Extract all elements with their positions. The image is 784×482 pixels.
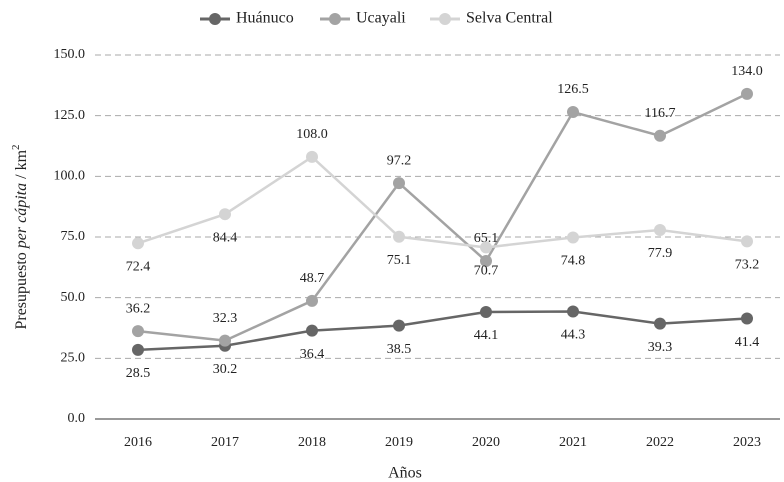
- data-label: 70.7: [474, 264, 499, 279]
- data-label: 39.3: [648, 340, 673, 355]
- data-point: [393, 177, 405, 190]
- data-label: 65.1: [474, 231, 499, 246]
- data-point: [393, 319, 405, 332]
- data-point: [132, 325, 144, 338]
- data-label: 38.5: [387, 342, 412, 357]
- data-point: [306, 150, 318, 163]
- legend-label: Selva Central: [466, 10, 553, 27]
- data-point: [306, 294, 318, 307]
- y-tick-label: 0.0: [68, 411, 86, 426]
- data-point: [741, 235, 753, 248]
- data-label: 84.4: [213, 230, 238, 245]
- data-point: [219, 208, 231, 221]
- data-point: [654, 223, 666, 236]
- x-tick-label: 2022: [646, 435, 674, 450]
- data-label: 36.4: [300, 347, 325, 362]
- data-label: 97.2: [387, 153, 412, 168]
- y-tick-label: 75.0: [61, 229, 86, 244]
- data-point: [654, 317, 666, 330]
- data-point: [567, 106, 579, 119]
- legend-marker: [209, 13, 221, 25]
- x-tick-label: 2018: [298, 435, 326, 450]
- data-point: [480, 255, 492, 268]
- data-label: 28.5: [126, 366, 151, 381]
- data-label: 44.3: [561, 328, 586, 343]
- y-tick-label: 100.0: [54, 169, 86, 184]
- data-label: 77.9: [648, 246, 673, 261]
- data-label: 48.7: [300, 271, 325, 286]
- y-tick-label: 25.0: [61, 351, 86, 366]
- x-axis-label: Años: [388, 465, 422, 482]
- series-line: [137, 155, 748, 249]
- data-label: 30.2: [213, 362, 238, 377]
- data-point: [741, 87, 753, 100]
- series-line: [137, 92, 748, 342]
- data-label: 75.1: [387, 253, 412, 268]
- data-label: 41.4: [735, 335, 760, 350]
- y-tick-label: 150.0: [54, 47, 86, 62]
- x-tick-label: 2021: [559, 435, 587, 450]
- x-tick-label: 2017: [211, 435, 239, 450]
- data-point: [654, 129, 666, 142]
- legend-marker: [329, 13, 341, 25]
- data-label: 74.8: [561, 254, 586, 269]
- x-tick-label: 2020: [472, 435, 500, 450]
- legend-marker: [439, 13, 451, 25]
- data-label: 73.2: [735, 258, 760, 273]
- x-tick-label: 2023: [733, 435, 761, 450]
- data-label: 36.2: [126, 301, 151, 316]
- data-point: [132, 343, 144, 356]
- data-point: [393, 230, 405, 243]
- y-tick-label: 50.0: [61, 290, 86, 305]
- data-point: [480, 305, 492, 318]
- y-axis-label: Presupuesto per cápita / km2: [10, 144, 30, 329]
- data-label: 108.0: [296, 127, 328, 142]
- series-line: [137, 310, 748, 352]
- data-label: 126.5: [557, 82, 589, 97]
- x-tick-label: 2016: [124, 435, 152, 450]
- data-label: 116.7: [645, 106, 676, 121]
- data-label: 32.3: [213, 311, 238, 326]
- data-point: [306, 324, 318, 337]
- data-point: [741, 312, 753, 325]
- y-tick-label: 125.0: [54, 108, 86, 123]
- data-label: 72.4: [126, 260, 151, 275]
- data-label: 134.0: [731, 64, 763, 79]
- data-point: [567, 231, 579, 244]
- data-point: [567, 305, 579, 318]
- data-label: 44.1: [474, 328, 499, 343]
- legend-label: Huánuco: [236, 10, 294, 27]
- data-point: [219, 334, 231, 347]
- legend-label: Ucayali: [356, 10, 406, 27]
- data-point: [480, 241, 492, 254]
- data-point: [132, 237, 144, 250]
- x-tick-label: 2019: [385, 435, 413, 450]
